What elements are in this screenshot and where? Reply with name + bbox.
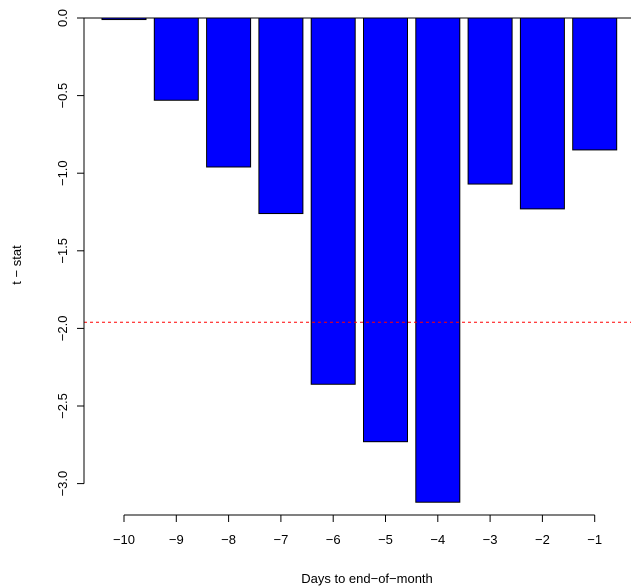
x-axis-title: Days to end−of−month <box>301 571 433 586</box>
bar <box>153 17 199 101</box>
bar <box>363 17 408 443</box>
bars-group <box>101 17 618 503</box>
bar <box>415 17 461 503</box>
x-tick-label: −2 <box>535 532 550 547</box>
y-tick-label: −2.5 <box>55 393 70 419</box>
y-tick-label: 0.0 <box>55 9 70 27</box>
bar <box>572 17 618 151</box>
bar <box>467 17 513 185</box>
x-axis: −10 −9 −8 −7 −6 −5 −4 −3 −2 −1 <box>113 514 602 547</box>
x-tick-label: −6 <box>326 532 341 547</box>
y-tick-label: −1.0 <box>55 160 70 186</box>
y-axis-title: t − stat <box>9 245 24 285</box>
bar <box>206 17 252 168</box>
x-tick-label: −3 <box>483 532 498 547</box>
x-tick-label: −4 <box>430 532 445 547</box>
y-tick-label: −3.0 <box>55 471 70 497</box>
bar <box>519 17 565 210</box>
x-tick-label: −1 <box>587 532 602 547</box>
x-tick-label: −9 <box>169 532 184 547</box>
x-tick-label: −10 <box>113 532 135 547</box>
y-tick-label: −1.5 <box>55 238 70 264</box>
x-tick-label: −7 <box>273 532 288 547</box>
y-tick-label: −2.0 <box>55 316 70 342</box>
x-tick-label: −8 <box>221 532 236 547</box>
y-axis: 0.0 −0.5 −1.0 −1.5 −2.0 −2.5 −3.0 <box>55 9 85 497</box>
x-tick-label: −5 <box>378 532 393 547</box>
bar <box>258 17 304 215</box>
y-tick-label: −0.5 <box>55 83 70 109</box>
bar <box>310 17 356 385</box>
